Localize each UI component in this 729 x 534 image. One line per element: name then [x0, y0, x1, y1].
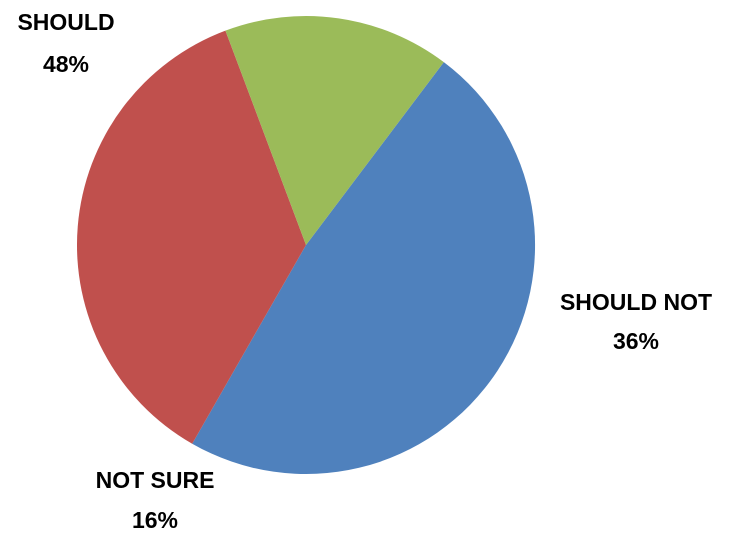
pie-slices [76, 15, 536, 475]
pie-slice-should [192, 62, 536, 475]
category-label-should-not: SHOULD NOT [560, 289, 712, 315]
pie-slice-should-not [76, 30, 306, 444]
pie-slice-not-sure [225, 15, 444, 245]
value-label-should-not: 36% [613, 328, 659, 354]
value-label-not-sure: 16% [132, 507, 178, 533]
value-label-should: 48% [43, 51, 89, 77]
category-label-should: SHOULD [17, 9, 114, 35]
category-label-not-sure: NOT SURE [96, 467, 215, 493]
